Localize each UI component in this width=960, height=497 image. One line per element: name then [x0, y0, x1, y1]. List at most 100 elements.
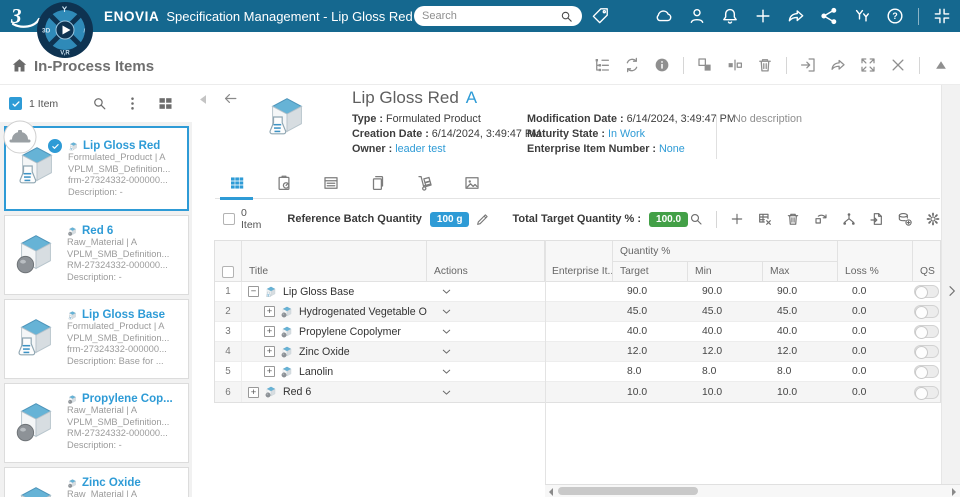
- import-icon[interactable]: [799, 56, 817, 74]
- row-actions-menu-icon[interactable]: [440, 305, 453, 318]
- qs-toggle[interactable]: [914, 365, 939, 379]
- sync-icon[interactable]: [623, 56, 641, 74]
- revision-icon[interactable]: [813, 211, 829, 227]
- table-row[interactable]: 1− Lip Gloss Base 90.0 90.0 90.0 0.0: [215, 282, 940, 302]
- search-icon[interactable]: [688, 211, 704, 227]
- table-row[interactable]: 2 + Hydrogenated Vegetable Oil 45.0 45.0 45.0…: [215, 302, 940, 322]
- tab-logistics[interactable]: [405, 168, 444, 199]
- search-input[interactable]: [422, 10, 555, 22]
- info-icon[interactable]: [653, 56, 671, 74]
- compare-icon[interactable]: [726, 56, 744, 74]
- back-arrow-icon[interactable]: [222, 90, 239, 107]
- fullscreen-icon[interactable]: [932, 6, 952, 26]
- home-icon[interactable]: [10, 56, 29, 75]
- table-row[interactable]: 6 + Red 6 10.0 10.0 10.0 0.0: [215, 382, 940, 402]
- row-actions-menu-icon[interactable]: [440, 386, 453, 399]
- select-all-checkbox[interactable]: [9, 97, 22, 110]
- notifications-icon[interactable]: [720, 6, 740, 26]
- sidebar-item-card[interactable]: Red 6 Raw_Material | A VPLM_SMB_Definition…: [4, 215, 189, 295]
- table-remove-icon[interactable]: [757, 211, 773, 227]
- add-icon[interactable]: [753, 6, 773, 26]
- collapse-up-icon[interactable]: [932, 56, 950, 74]
- export-icon[interactable]: [869, 211, 885, 227]
- expand-toggle[interactable]: +: [264, 326, 275, 337]
- item-title-link[interactable]: Zinc Oxide: [67, 477, 184, 489]
- group-header-cell: [215, 241, 242, 262]
- sidebar-item-card[interactable]: Lip Gloss Base Formulated_Product | A VPLM…: [4, 299, 189, 379]
- share-icon[interactable]: [829, 56, 847, 74]
- group-header-quantity: Quantity %: [613, 241, 838, 262]
- search-icon[interactable]: [559, 9, 574, 24]
- property-value[interactable]: None: [659, 143, 685, 156]
- grid-view-icon[interactable]: [157, 95, 174, 112]
- ref-batch-value-badge[interactable]: 100 g: [429, 211, 470, 227]
- qs-toggle[interactable]: [914, 285, 939, 299]
- scrollbar-thumb[interactable]: [558, 487, 698, 495]
- expand-toggle[interactable]: +: [264, 306, 275, 317]
- tab-summary[interactable]: [311, 168, 350, 199]
- qs-toggle[interactable]: [914, 325, 939, 339]
- tab-formulation[interactable]: [217, 168, 256, 200]
- 3dcompass-icon[interactable]: 3D V,R i: [36, 1, 94, 59]
- hierarchy-icon[interactable]: [841, 211, 857, 227]
- qs-toggle[interactable]: [914, 385, 939, 400]
- expand-columns-chevron-icon[interactable]: [944, 283, 960, 299]
- property-value[interactable]: leader test: [395, 143, 446, 156]
- edit-pencil-icon[interactable]: [475, 212, 490, 227]
- table-row[interactable]: 5 + Lanolin 8.0 8.0 8.0 0.0: [215, 362, 940, 382]
- row-actions-menu-icon[interactable]: [440, 325, 453, 338]
- property-label: Creation Date :: [352, 128, 432, 141]
- expand-toggle[interactable]: +: [264, 366, 275, 377]
- help-icon[interactable]: ?: [885, 6, 905, 26]
- item-title-link[interactable]: Red 6: [67, 225, 184, 237]
- table-row[interactable]: 4 + Zinc Oxide 12.0 12.0 12.0 0.0: [215, 342, 940, 362]
- cloud-icon[interactable]: [654, 6, 674, 26]
- tag-icon[interactable]: [591, 6, 610, 25]
- select-all-items-checkbox[interactable]: [223, 213, 235, 225]
- sidebar-item-card[interactable]: Propylene Cop... Raw_Material | A VPLM_SMB…: [4, 383, 189, 463]
- expand-toggle[interactable]: −: [248, 286, 259, 297]
- 3ds-logo-icon[interactable]: 3: [7, 2, 41, 30]
- item-revision[interactable]: A: [465, 88, 478, 107]
- item-title-link[interactable]: Lip Gloss Base: [67, 309, 184, 321]
- data-duplicate-icon[interactable]: [897, 211, 913, 227]
- global-search[interactable]: [414, 6, 582, 26]
- scroll-left-arrow[interactable]: [549, 488, 553, 496]
- settings-icon[interactable]: [925, 211, 941, 227]
- tab-images[interactable]: [452, 168, 491, 199]
- app-title[interactable]: ENOVIA Specification Management - Lip Gl…: [104, 0, 433, 32]
- row-actions-menu-icon[interactable]: [440, 285, 453, 298]
- kebab-menu-icon[interactable]: [124, 95, 141, 112]
- search-icon[interactable]: [91, 95, 108, 112]
- table-row[interactable]: 3 + Propylene Copolymer 40.0 40.0 40.0 0.0: [215, 322, 940, 342]
- row-actions-menu-icon[interactable]: [440, 365, 453, 378]
- select-all-rows-checkbox[interactable]: [222, 265, 234, 278]
- item-title-link[interactable]: Lip Gloss Red: [68, 140, 183, 152]
- share-icon[interactable]: [786, 6, 806, 26]
- scroll-right-arrow[interactable]: [952, 488, 956, 496]
- qs-toggle[interactable]: [914, 305, 939, 319]
- svg-text:3: 3: [10, 4, 22, 28]
- expand-toggle[interactable]: +: [248, 386, 259, 398]
- tree-list-icon[interactable]: [593, 56, 611, 74]
- expand-toggle[interactable]: +: [264, 346, 275, 357]
- item-title-link[interactable]: Propylene Cop...: [67, 393, 184, 405]
- property-value[interactable]: In Work: [608, 128, 645, 141]
- add-icon[interactable]: [729, 211, 745, 227]
- qs-toggle[interactable]: [914, 345, 939, 359]
- handtruck-icon: [416, 174, 434, 192]
- share-network-icon[interactable]: [819, 6, 839, 26]
- tab-documents[interactable]: [358, 168, 397, 199]
- delete-icon[interactable]: [785, 211, 801, 227]
- assistant-icon[interactable]: [852, 6, 872, 26]
- user-icon[interactable]: [687, 6, 707, 26]
- row-actions-menu-icon[interactable]: [440, 345, 453, 358]
- collapse-sidebar-icon[interactable]: [196, 92, 211, 107]
- close-icon[interactable]: [889, 56, 907, 74]
- expand-arrows-icon[interactable]: [859, 56, 877, 74]
- tab-characteristics[interactable]: [264, 168, 303, 199]
- copy-duplicate-icon[interactable]: [696, 56, 714, 74]
- delete-icon[interactable]: [756, 56, 774, 74]
- horizontal-scrollbar[interactable]: [545, 484, 960, 497]
